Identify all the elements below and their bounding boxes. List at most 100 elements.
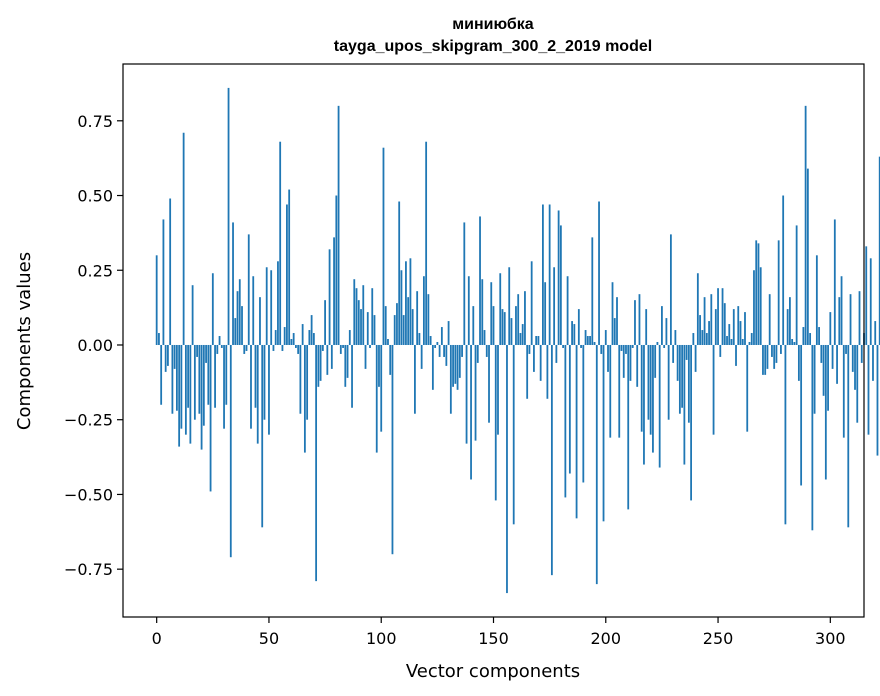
bar [205,344,207,363]
bar [699,315,701,345]
bar [238,279,241,345]
bar [472,306,475,345]
bar [339,344,342,354]
bar [196,344,198,357]
bar [762,344,764,375]
x-axis-label: Vector components [406,661,580,682]
bar [402,315,405,345]
bar [791,339,794,345]
bar [589,336,591,345]
bar [173,344,176,369]
bar [411,309,414,345]
bar [732,309,735,345]
bar [836,344,838,384]
bar [723,303,726,345]
x-tick-label: 150 [478,629,509,648]
bar [167,344,169,366]
bar [793,341,796,345]
bar [860,344,863,363]
bar [445,344,448,366]
bar [436,341,439,345]
bar [286,204,288,345]
bar [773,344,776,369]
bar [669,234,672,345]
bar [694,344,697,372]
bar [169,198,172,345]
bar [638,294,641,345]
bar [319,344,322,381]
bar [750,333,753,345]
bar [247,234,250,345]
bar [461,344,463,357]
bar [586,336,589,345]
bar [308,330,311,345]
bar [396,303,398,345]
bar [268,344,270,435]
bar [782,195,785,345]
bar [225,344,228,405]
bar [867,344,870,435]
x-tick-label: 50 [259,629,279,648]
y-tick-label: −0.25 [64,411,113,430]
bar [315,344,318,582]
bar [398,201,401,345]
bar [737,306,740,345]
bar [815,255,818,345]
bar [811,344,814,531]
y-tick-label: 0.50 [77,187,113,206]
x-axis: 0 50 100 150 200 250 300 [152,617,846,648]
bar [872,344,874,381]
bar [178,344,181,447]
bar [277,261,279,345]
bar [878,156,880,345]
bar [759,267,762,345]
bar [753,270,755,345]
bar [649,344,652,435]
bar [665,318,668,345]
bar [312,333,315,345]
bar [797,344,800,381]
chart-title: миниюбка [452,16,534,33]
bar [600,344,603,354]
bar [519,333,522,345]
bar [295,344,297,348]
bar [717,288,719,345]
bar [431,344,434,390]
bar [382,147,385,345]
bar [252,276,255,345]
bar [631,344,634,348]
bar [452,344,454,387]
bar [584,330,587,345]
bar [577,309,580,345]
bar [764,344,767,375]
bar [492,306,495,345]
bar [342,344,344,348]
bar [517,294,520,345]
bar [728,324,731,345]
bar [766,344,769,369]
bar [202,344,205,426]
bar [409,258,412,345]
bar [647,344,650,420]
bar [609,344,612,438]
bar [840,276,843,345]
bar [687,344,690,423]
bar [546,344,549,399]
bar [544,282,547,345]
bar [474,344,477,441]
y-tick-label: 0.00 [77,336,113,355]
bar [714,309,717,345]
bar [292,333,295,345]
bar [283,327,286,345]
bar [182,132,185,345]
bar [330,344,333,369]
bar [443,344,445,357]
bar [306,344,309,420]
bar [281,344,284,351]
bar [730,339,733,345]
bar [420,344,423,369]
bar [627,344,630,510]
bar [483,330,486,345]
bar [566,276,569,345]
